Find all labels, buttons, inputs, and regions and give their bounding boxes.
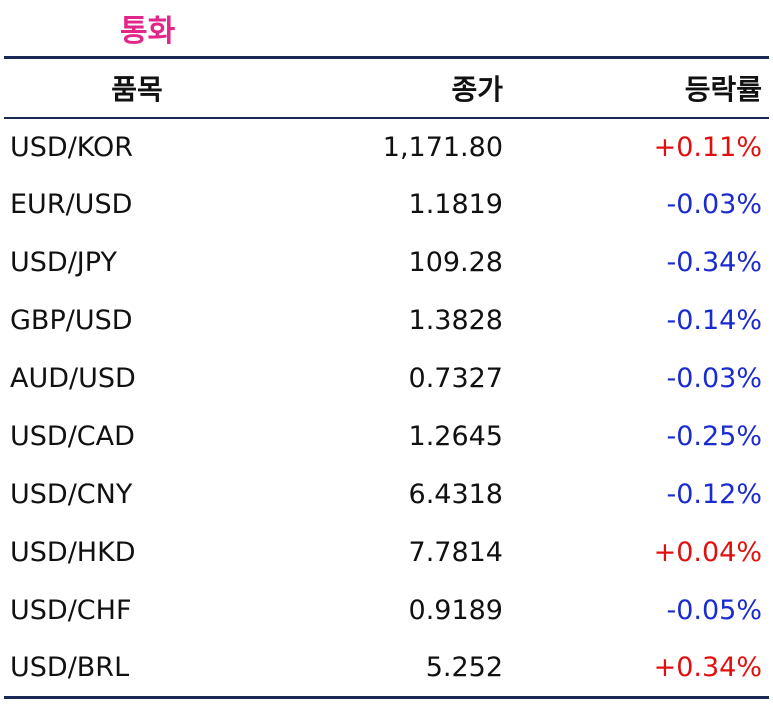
table-cell: -0.03% — [666, 189, 762, 220]
table-row: AUD/USD 0.7327 -0.03% — [4, 350, 769, 408]
table-cell: USD/KOR — [10, 131, 134, 163]
table-cell: 0.7327 — [408, 363, 503, 394]
table-cell: 5.252 — [425, 652, 503, 684]
table-cell: 7.7814 — [408, 537, 503, 568]
table-row: GBP/USD 1.3828 -0.14% — [4, 292, 769, 350]
table-header: 품목 종가 등락률 — [4, 57, 769, 118]
table-row: USD/HKD 7.7814 +0.04% — [4, 524, 769, 582]
table-cell: 1.2645 — [408, 421, 503, 452]
table-cell: -0.12% — [666, 479, 762, 510]
section-title: 통화 — [120, 14, 176, 49]
quote-table: 품목 종가 등락률 USD/KOR 1,171.80 +0.11% EUR/USD 1.18… — [4, 56, 769, 699]
table-cell: 1,171.80 — [382, 131, 503, 163]
table-cell: USD/CAD — [10, 421, 135, 452]
table-cell: AUD/USD — [10, 363, 136, 394]
header-row: 품목 종가 등락률 — [4, 57, 769, 118]
table-cell: 1.1819 — [408, 189, 503, 220]
table-row: USD/CAD 1.2645 -0.25% — [4, 408, 769, 466]
table-cell: -0.25% — [666, 421, 762, 452]
column-header: 종가 — [451, 72, 503, 106]
table-cell: -0.03% — [666, 363, 762, 394]
table-cell: +0.04% — [653, 537, 762, 568]
table-row: USD/CNY 6.4318 -0.12% — [4, 466, 769, 524]
table-cell: USD/CHF — [10, 595, 132, 626]
table-cell: EUR/USD — [10, 189, 133, 220]
table-cell: 6.4318 — [408, 479, 503, 510]
table-body: USD/KOR 1,171.80 +0.11% EUR/USD 1.1819 -0.03%… — [4, 118, 769, 698]
table-cell: -0.05% — [666, 595, 762, 626]
table-row: USD/CHF 0.9189 -0.05% — [4, 582, 769, 640]
table-cell: USD/JPY — [10, 247, 117, 278]
table-cell: 0.9189 — [408, 595, 503, 626]
table-cell: -0.34% — [666, 247, 762, 278]
table-row: USD/KOR 1,171.80 +0.11% — [4, 118, 769, 176]
table-cell: -0.14% — [666, 305, 762, 336]
table-cell: +0.11% — [653, 131, 762, 163]
table-cell: +0.34% — [653, 652, 762, 684]
table-row: EUR/USD 1.1819 -0.03% — [4, 176, 769, 234]
table-cell: USD/CNY — [10, 479, 133, 510]
table-row: USD/BRL 5.252 +0.34% — [4, 640, 769, 698]
table-cell: 1.3828 — [408, 305, 503, 336]
table-cell: 109.28 — [408, 247, 503, 278]
table-row: USD/JPY 109.28 -0.34% — [4, 234, 769, 292]
table-cell: USD/HKD — [10, 537, 136, 568]
table-cell: USD/BRL — [10, 652, 130, 684]
table-cell: GBP/USD — [10, 305, 133, 336]
column-header: 등락률 — [684, 72, 762, 106]
column-header: 품목 — [111, 72, 163, 106]
